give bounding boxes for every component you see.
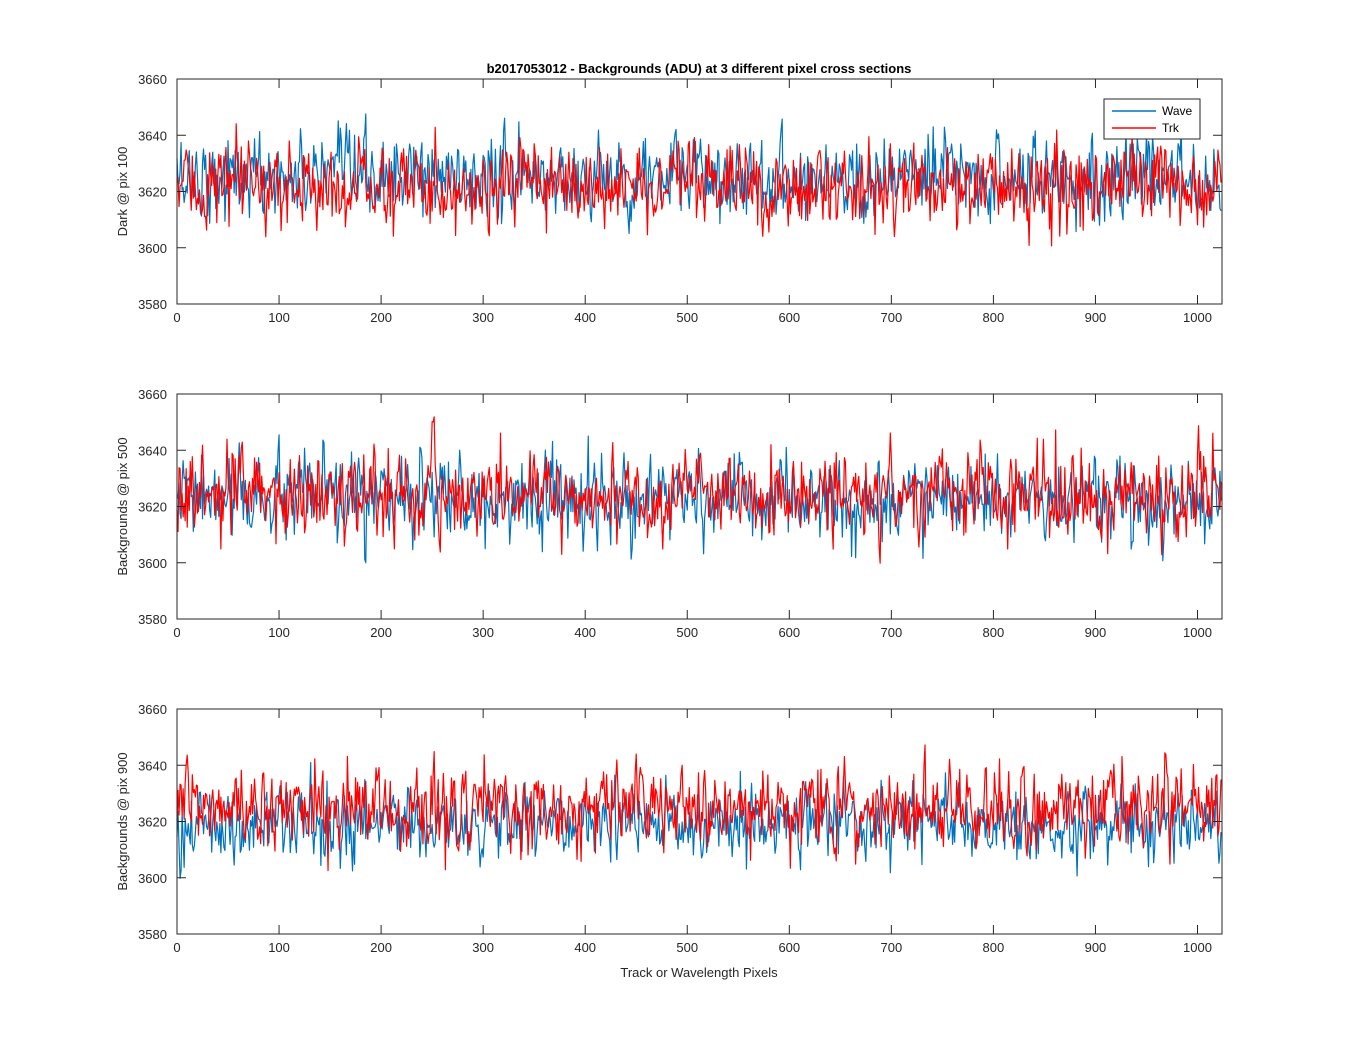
- x-tick-label: 700: [881, 625, 903, 640]
- x-tick-label: 1000: [1183, 940, 1212, 955]
- x-tick-label: 300: [472, 310, 494, 325]
- x-tick-label: 0: [173, 310, 180, 325]
- x-tick-label: 400: [574, 310, 596, 325]
- x-tick-label: 0: [173, 625, 180, 640]
- legend-box: [1103, 98, 1201, 140]
- x-tick-label: 500: [676, 625, 698, 640]
- y-tick-label: 3660: [138, 387, 167, 402]
- x-tick-label: 900: [1085, 940, 1107, 955]
- y-tick-label: 3580: [138, 297, 167, 312]
- x-tick-label: 800: [983, 310, 1005, 325]
- series-line-trk: [176, 123, 1222, 247]
- y-axis-label: Backgrounds @ pix 900: [115, 752, 130, 890]
- x-tick-label: 600: [778, 625, 800, 640]
- y-tick-label: 3620: [138, 500, 167, 515]
- y-tick-label: 3580: [138, 927, 167, 942]
- subplot-backgrounds-pix-500: 0 100 200 300 400 500 600 700 800 900 1000 3580 3600…: [115, 387, 1223, 640]
- y-tick-label: 3600: [138, 871, 167, 886]
- x-tick-label: 200: [370, 625, 392, 640]
- y-axis-label: Backgrounds @ pix 500: [115, 437, 130, 575]
- legend: Wave Trk: [1103, 98, 1201, 140]
- y-tick-label: 3620: [138, 185, 167, 200]
- x-tick-label: 1000: [1183, 625, 1212, 640]
- x-tick-label: 500: [676, 940, 698, 955]
- x-tick-label: 600: [778, 940, 800, 955]
- x-tick-label: 0: [173, 940, 180, 955]
- x-tick-label: 600: [778, 310, 800, 325]
- y-tick-label: 3640: [138, 443, 167, 458]
- y-axis-label: Dark @ pix 100: [115, 147, 130, 237]
- y-tick-label: 3600: [138, 241, 167, 256]
- series-line-trk: [176, 744, 1222, 872]
- x-tick-label: 700: [881, 940, 903, 955]
- x-tick-label: 200: [370, 940, 392, 955]
- y-tick-label: 3640: [138, 128, 167, 143]
- x-axis-label: Track or Wavelength Pixels: [620, 965, 778, 980]
- x-tick-label: 700: [881, 310, 903, 325]
- x-tick-label: 800: [983, 940, 1005, 955]
- y-tick-label: 3620: [138, 815, 167, 830]
- x-tick-label: 400: [574, 940, 596, 955]
- y-tick-label: 3600: [138, 556, 167, 571]
- x-tick-label: 400: [574, 625, 596, 640]
- y-tick-label: 3660: [138, 702, 167, 717]
- chart-title: b2017053012 - Backgrounds (ADU) at 3 dif…: [487, 61, 912, 76]
- x-tick-label: 1000: [1183, 310, 1212, 325]
- subplot-backgrounds-pix-900: 0 100 200 300 400 500 600 700 800 900 1000 3580 3600…: [115, 702, 1223, 955]
- x-tick-label: 800: [983, 625, 1005, 640]
- series-line-trk: [176, 416, 1222, 564]
- legend-label-trk: Trk: [1162, 121, 1180, 135]
- x-tick-label: 200: [370, 310, 392, 325]
- x-tick-label: 900: [1085, 310, 1107, 325]
- subplot-dark-pix-100: 0 100 200 300 400 500 600 700 800 900 1000 3580 3600…: [115, 72, 1223, 325]
- y-tick-label: 3640: [138, 758, 167, 773]
- x-tick-label: 300: [472, 940, 494, 955]
- x-tick-label: 500: [676, 310, 698, 325]
- legend-label-wave: Wave: [1162, 104, 1193, 118]
- y-tick-label: 3660: [138, 72, 167, 87]
- y-tick-label: 3580: [138, 612, 167, 627]
- series-line-wave: [176, 761, 1222, 879]
- x-tick-label: 300: [472, 625, 494, 640]
- x-tick-label: 900: [1085, 625, 1107, 640]
- x-tick-label: 100: [268, 625, 290, 640]
- x-tick-label: 100: [268, 310, 290, 325]
- x-tick-label: 100: [268, 940, 290, 955]
